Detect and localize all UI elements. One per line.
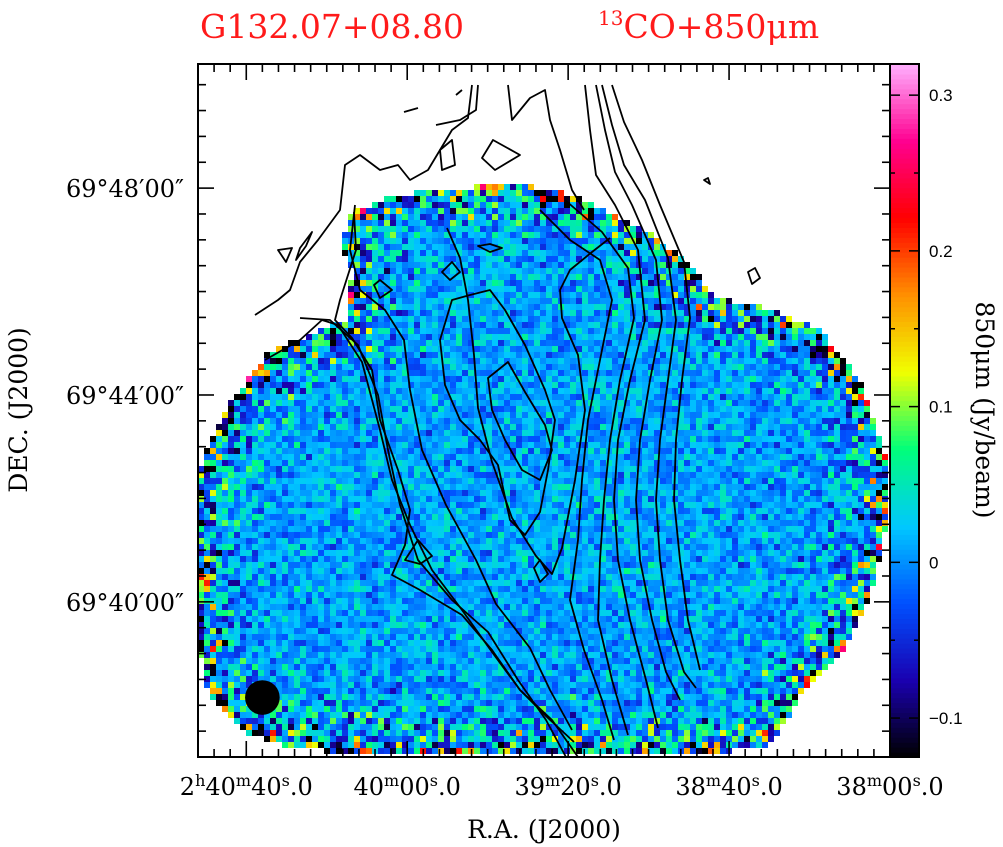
dec-tick-label: 69°40′00″ [66,589,184,617]
x-axis-label: R.A. (J2000) [467,815,621,844]
contour-line [703,177,711,185]
contour-line [441,261,461,281]
title-tracer-text: CO+850μm [623,7,819,46]
colorbar-frame [889,63,920,758]
contour-line [481,139,521,171]
dec-tick-label: 69°44′00″ [66,382,184,410]
y-axis-label: DEC. (J2000) [4,327,33,493]
contour-line [477,243,503,253]
colorbar-tick-label: −0.1 [929,709,963,728]
contour-line [747,267,761,285]
colorbar-tick-label: 0.1 [929,398,953,417]
contour-line [487,361,553,481]
ra-tick-label: 38m00s.0 [836,771,943,802]
contour-line [404,539,433,565]
colorbar-tick-label: 0.2 [929,242,953,261]
contour-line [439,139,456,171]
contour-line [439,289,556,536]
contour-line [533,559,549,583]
co-contours [254,84,761,757]
ra-tick-label: 38m40s.0 [675,771,782,802]
contour-line [264,319,579,757]
contour-line [295,231,313,261]
contour-line [507,84,585,211]
contour-line [435,84,479,126]
chart-title-tracers: 13CO+850μm [598,6,819,46]
contour-line [299,317,567,757]
contour-line [455,89,463,96]
contour-line [403,107,419,113]
plot-area [198,64,890,757]
dec-tick-label: 69°48′00″ [66,175,184,203]
contour-line [373,279,393,299]
ra-tick-label: 39m20s.0 [514,771,621,802]
contour-line [277,247,293,263]
colorbar-label: 850μm (Jy/beam) [970,301,999,518]
contour-line [584,84,659,729]
title-superscript: 13 [598,6,623,30]
colorbar-tick-label: 0.3 [929,86,953,105]
dec-tick-labels: 69°48′00″ 69°44′00″ 69°40′00″ [66,175,184,617]
colorbar: −0.1 0 0.1 0.2 0.3 [889,63,963,758]
ra-tick-label: 2h40m40s.0 [180,771,313,802]
ra-tick-label: 40m00s.0 [354,771,461,802]
contour-line [564,199,635,736]
contour-line [254,84,473,316]
contour-line [595,84,681,701]
contour-line [601,84,697,689]
chart-title-source: G132.07+08.80 [200,7,464,46]
contour-line [539,209,615,741]
ra-tick-labels: 2h40m40s.0 40m00s.0 39m20s.0 38m40s.0 38m00s… [180,771,944,802]
beam-marker [245,680,280,715]
colorbar-tick-label: 0 [929,553,938,572]
contour-line [446,227,611,575]
contour-line [611,84,701,671]
contour-line [349,204,573,731]
